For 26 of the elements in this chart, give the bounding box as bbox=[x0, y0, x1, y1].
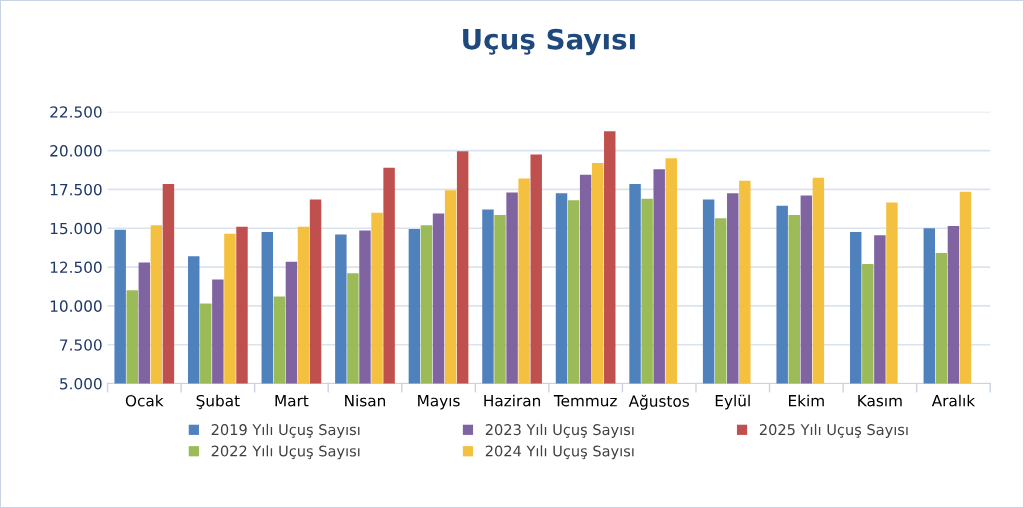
x-tick-label: Mart bbox=[275, 395, 309, 407]
y-tick-label: 20.000 bbox=[50, 145, 102, 157]
chart-title: Uçuş Sayısı bbox=[463, 28, 635, 56]
x-tick-label: Temmuz bbox=[553, 395, 617, 407]
legend-label: 2022 Yılı Uçuş Sayısı bbox=[211, 445, 360, 460]
x-tick-label: Ağustos bbox=[628, 394, 689, 410]
y-tick-label: 17.500 bbox=[50, 183, 102, 196]
y-tick-label: 5.000 bbox=[60, 378, 102, 390]
y-tick-label: 12.500 bbox=[50, 261, 102, 274]
legend-label: 2019 Yılı Uçuş Sayısı bbox=[211, 423, 360, 438]
y-tick-label: 22.500 bbox=[50, 106, 102, 118]
x-tick-label: Nisan bbox=[345, 394, 386, 407]
x-tick-label: Mayıs bbox=[418, 395, 460, 410]
x-tick-label: Eylül bbox=[715, 394, 750, 410]
x-tick-label: Ocak bbox=[125, 394, 164, 407]
y-tick-label: 10.000 bbox=[50, 300, 102, 312]
x-tick-label: Kasım bbox=[858, 395, 902, 407]
legend-label: 2023 Yılı Uçuş Sayısı bbox=[485, 423, 634, 438]
x-tick-label: Haziran bbox=[484, 394, 541, 407]
y-tick-label: 7.500 bbox=[60, 339, 102, 351]
y-tick-label: 15.000 bbox=[50, 222, 102, 235]
x-tick-label: Aralık bbox=[931, 394, 976, 407]
x-tick-label: Ekim bbox=[789, 394, 824, 407]
x-tick-label: Şubat bbox=[196, 394, 240, 410]
legend-label: 2024 Yılı Uçuş Sayısı bbox=[485, 445, 634, 460]
legend-label: 2025 Yılı Uçuş Sayısı bbox=[759, 423, 908, 438]
